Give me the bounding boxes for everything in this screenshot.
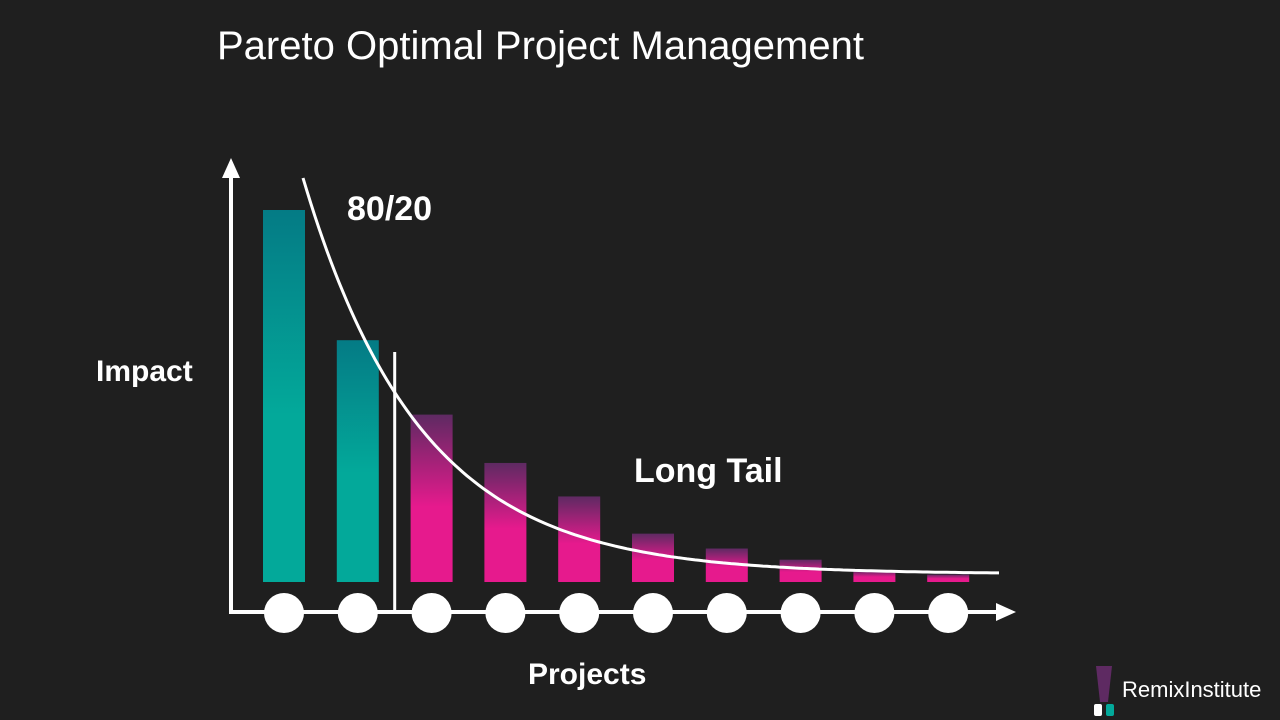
bar-1 [263,210,305,582]
y-axis-label: Impact [96,355,193,388]
x-axis-arrow-icon [996,603,1016,621]
remixinstitute-logo: RemixInstitute [1090,662,1261,718]
bars-group [263,210,970,582]
logo-mark-icon [1094,666,1114,716]
bar-2 [336,340,379,582]
bar-10 [927,574,970,582]
project-marker-2 [337,593,378,633]
project-marker-8 [780,593,821,633]
annotation-80-20: 80/20 [347,190,433,228]
pareto-curve [301,177,999,575]
project-marker-7 [706,593,747,633]
logo-text: RemixInstitute [1122,677,1262,702]
project-marker-3 [411,593,452,633]
bar-6 [632,533,674,582]
bar-4 [484,462,527,582]
page-title: Pareto Optimal Project Management [217,24,864,68]
bar-8 [779,559,822,582]
project-marker-4 [485,593,526,633]
project-marker-9 [854,593,895,633]
project-marker-5 [559,593,600,633]
project-marker-1 [264,593,304,633]
project-markers-group [264,593,969,633]
project-marker-6 [633,593,673,633]
x-axis-label: Projects [528,658,647,691]
y-axis-arrow-icon [222,158,240,178]
annotation-long-tail: Long Tail [634,452,783,490]
project-marker-10 [928,593,969,633]
bar-9 [853,570,896,582]
